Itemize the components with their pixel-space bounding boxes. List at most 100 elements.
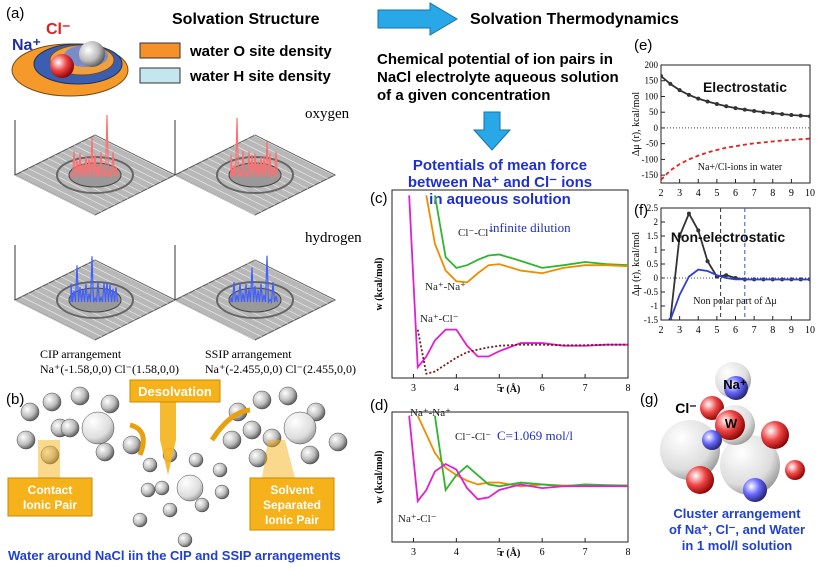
ion-label: Na⁺: [12, 37, 41, 54]
data-point: [780, 112, 785, 117]
sphere: [177, 532, 193, 548]
data-point: [686, 92, 691, 97]
x-tick-label: 5: [714, 188, 719, 199]
series-line: [661, 137, 810, 181]
sphere: [188, 452, 204, 468]
x-tick-label: 6: [540, 383, 545, 394]
surface-label: hydrogen: [305, 230, 362, 246]
water-clusters: [16, 386, 348, 548]
x-tick-label: 10: [805, 188, 815, 199]
surface-peaks: [70, 114, 119, 179]
y-tick-label: -150: [642, 170, 659, 180]
sphere: [16, 430, 36, 450]
sphere: [300, 445, 320, 465]
sphere: [252, 390, 272, 410]
sphere: [212, 462, 228, 478]
mesh-line: [74, 270, 155, 311]
y-tick-label: 200: [645, 60, 659, 70]
series-line: [434, 195, 628, 269]
x-tick-label: 6: [540, 547, 545, 558]
data-point: [752, 108, 757, 113]
desolvation-box: [129, 379, 221, 403]
plot-frame: [391, 411, 629, 543]
x-tick-label: 6: [733, 188, 738, 199]
ion-icon: [11, 41, 129, 97]
caption: Cluster arrangement: [673, 506, 801, 521]
section-title: Solvation Structure: [172, 11, 320, 28]
data-point: [661, 74, 663, 79]
arrow: [377, 2, 458, 36]
pmf-title: in aqueous solution: [429, 191, 571, 208]
mesh-line: [194, 289, 275, 331]
callout-label: Ionic Pair: [265, 513, 319, 527]
series-line: [669, 268, 810, 320]
x-tick-label: 5: [497, 383, 502, 394]
x-tick-label: 4: [454, 383, 459, 394]
plot-frame: [391, 189, 629, 379]
panel-label: (a): [6, 5, 24, 22]
x-axis-label: r (Å): [500, 547, 521, 559]
series-line: [408, 195, 628, 370]
mesh-line: [181, 296, 262, 337]
mesh-line: [87, 138, 168, 179]
y-axis-label: Δμ (r), kcal/mol: [631, 92, 642, 156]
mesh-line: [14, 299, 96, 341]
sphere: [162, 502, 178, 518]
sphere: [132, 512, 148, 528]
y-axis-label: w (kcal/mol): [374, 450, 385, 503]
y-tick-label: -100: [642, 154, 659, 164]
mesh-line: [21, 296, 102, 337]
mesh-line: [181, 171, 262, 212]
series-label: Na⁺-Na⁺: [410, 407, 451, 419]
mesh-line: [34, 164, 115, 206]
x-tick-label: 9: [789, 188, 794, 199]
series-label: Na⁺-Cl⁻: [420, 313, 459, 325]
legend-swatch: [139, 67, 181, 84]
annotation: C=1.069 mol/l: [497, 428, 573, 443]
mesh-line: [247, 263, 328, 304]
x-tick-label: 3: [677, 325, 682, 336]
panel-label: (b): [6, 391, 24, 408]
mesh-line: [194, 164, 275, 206]
desolvation-label: Desolvation: [138, 384, 212, 399]
text-line: Chemical potential of ion pairs in: [377, 51, 613, 68]
x-tick-label: 2: [659, 188, 664, 199]
data-point: [705, 99, 710, 104]
arrangement-coords: Na⁺(-2.455,0,0) Cl⁻(2.455,0,0): [205, 362, 356, 376]
sphere: [122, 435, 142, 455]
surface-peaks: [230, 255, 279, 305]
sphere: [20, 402, 40, 422]
annotation: infinite dilution: [489, 220, 571, 235]
arrow: [129, 407, 251, 456]
data-point: [724, 273, 729, 278]
x-tick-label: 3: [411, 383, 416, 394]
y-tick-label: 2: [654, 217, 659, 227]
y-axis-label: Δμ (r), kcal/mol: [631, 232, 642, 296]
x-tick-label: 8: [770, 188, 775, 199]
mesh-line: [21, 171, 102, 212]
data-point: [742, 107, 747, 112]
text-line: NaCl electrolyte aqueous solution: [377, 69, 619, 86]
x-tick-label: 3: [411, 547, 416, 558]
pmf-title: between Na⁺ and Cl⁻ ions: [408, 174, 592, 191]
y-tick-label: -50: [646, 139, 658, 149]
x-tick-label: 9: [789, 325, 794, 336]
atom-label: Cl⁻: [675, 400, 696, 416]
surface-label: oxygen: [305, 106, 350, 122]
panel-label: (f): [634, 202, 648, 219]
x-tick-label: 2: [659, 325, 664, 336]
data-point: [696, 96, 701, 101]
y-tick-label: 0: [654, 123, 659, 133]
callout-label: Solvent: [270, 483, 313, 497]
callout-box: [7, 477, 93, 517]
y-tick-label: -1: [651, 301, 659, 311]
sphere: [176, 474, 204, 502]
callout-beam: [262, 440, 295, 478]
surface-ring: [56, 281, 134, 319]
x-tick-label: 4: [696, 325, 701, 336]
sphere: [154, 480, 170, 496]
series-line: [416, 329, 628, 375]
y-tick-label: -1.5: [644, 315, 659, 325]
mesh-line: [94, 260, 175, 301]
